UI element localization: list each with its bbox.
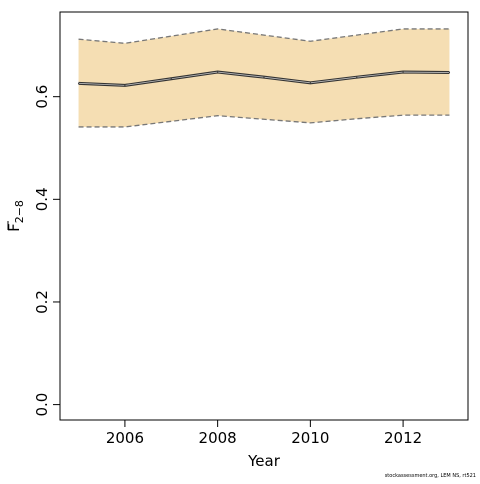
estimate-point (309, 82, 311, 84)
estimate-point (263, 76, 265, 78)
y-tick-label: 0.4 (33, 187, 51, 211)
y-axis-title-subscript: 2−8 (13, 200, 26, 223)
line-layer (77, 28, 451, 128)
estimate-point (217, 71, 219, 73)
y-tick-label: 0.0 (33, 393, 51, 417)
lower-bound-line (78, 114, 450, 128)
upper-bound-line (78, 28, 450, 44)
x-tick-label: 2008 (199, 429, 237, 447)
x-tick-label: 2006 (106, 429, 144, 447)
x-tick-label: 2012 (384, 429, 422, 447)
plot-frame (59, 11, 469, 421)
credit-text: stockassessment.org, LEM NS, rt521 (385, 473, 476, 479)
estimate-point (124, 84, 126, 86)
x-axis-title: Year (247, 452, 281, 470)
y-axis-title: F2−8 (5, 200, 26, 232)
y-axis: 0.0 0.2 0.4 0.6 (33, 85, 60, 417)
estimate-point (402, 71, 404, 73)
estimate-point (448, 71, 451, 74)
estimate-point (356, 76, 358, 78)
estimate-point (170, 78, 172, 80)
y-axis-title-main: F (5, 223, 23, 232)
y-tick-label: 0.6 (33, 85, 51, 109)
y-axis-title-text: F2−8 (5, 200, 26, 232)
x-axis: 2006 2008 2010 2012 (106, 420, 422, 447)
x-tick-label: 2010 (291, 429, 329, 447)
estimate-point (77, 82, 80, 84)
y-tick-label: 0.2 (33, 290, 51, 314)
